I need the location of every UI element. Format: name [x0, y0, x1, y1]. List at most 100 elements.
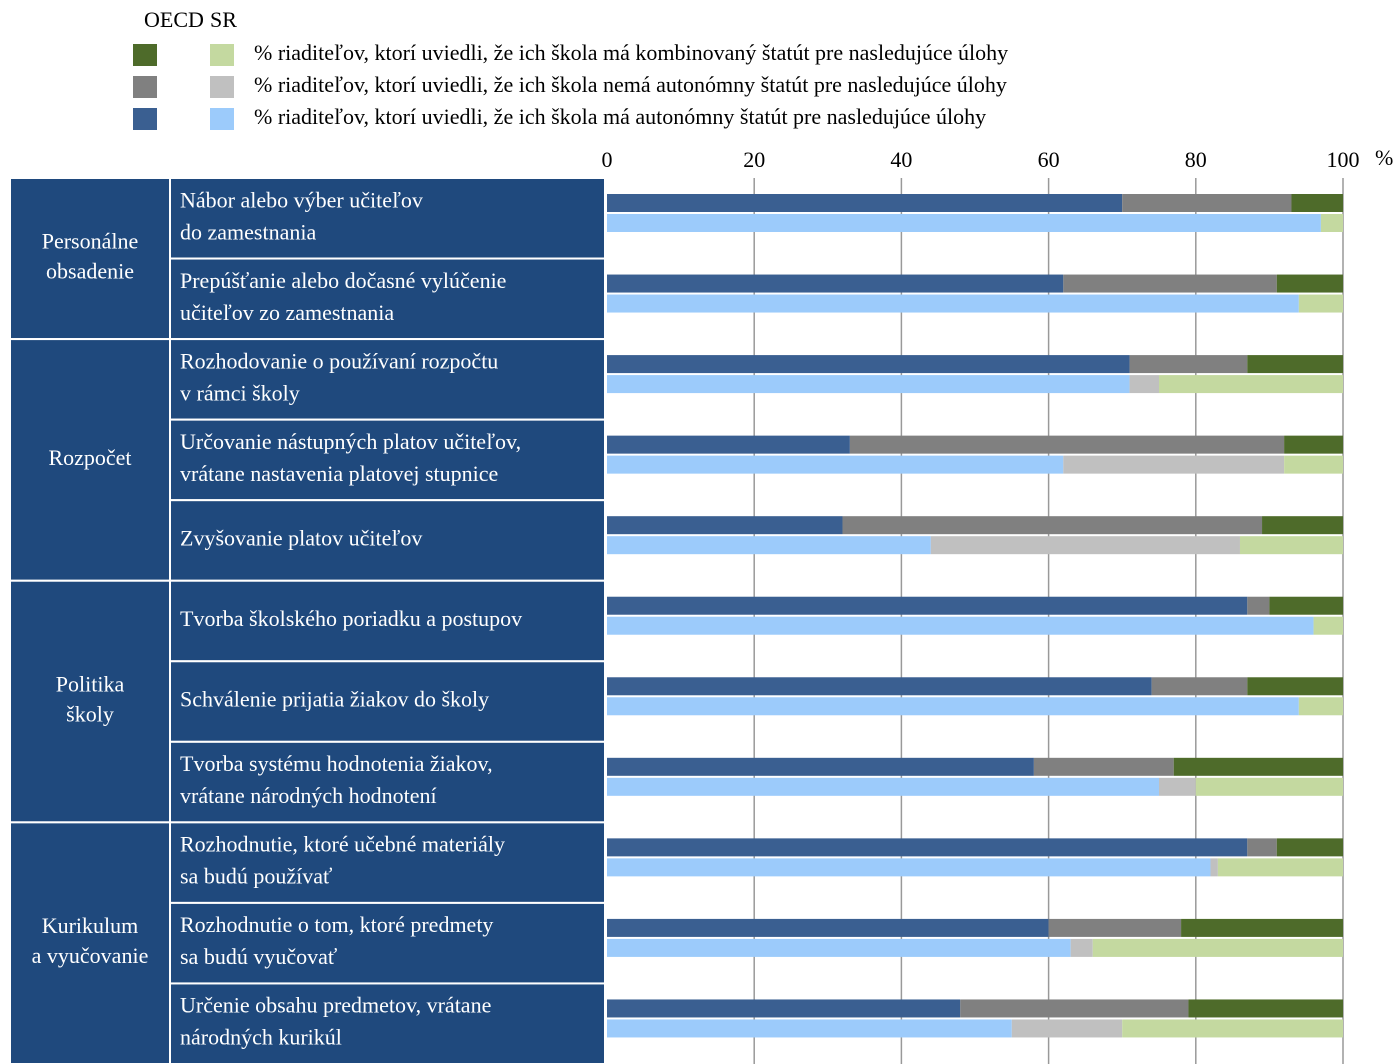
task-label: Schválenie prijatia žiakov do školy: [180, 687, 489, 712]
bar-segment: [607, 294, 1299, 313]
task-label-line: sa budú používať: [180, 864, 333, 889]
task-label-line: Schválenie prijatia žiakov do školy: [180, 687, 489, 712]
group-cell: [9, 821, 171, 1064]
task-label-line: vrátane nastavenia platovej stupnice: [180, 461, 498, 486]
group-cell: [9, 579, 171, 824]
bar-segment: [1247, 355, 1343, 374]
task-cell: [169, 257, 606, 341]
bar-segment: [1269, 596, 1343, 615]
group-label-line: a vyučovanie: [32, 943, 149, 968]
legend-swatch: [210, 76, 234, 98]
task-label: Rozhodovanie o používaní rozpočtu v rámci…: [180, 348, 498, 405]
bar-segment: [1276, 838, 1343, 857]
task-label: Prepúšťanie alebo dočasné vylúčenie učite…: [180, 268, 506, 325]
x-tick-label: 100: [1327, 147, 1360, 172]
legend-swatch: [133, 44, 157, 66]
legend-label: % riaditeľov, ktorí uviedli, že ich škol…: [254, 72, 1007, 97]
bar-segment: [607, 838, 1248, 857]
task-label-line: Určovanie nástupných platov učiteľov,: [180, 429, 521, 454]
task-cell: [169, 418, 606, 502]
bar-segment: [1181, 918, 1343, 937]
x-tick-label: 20: [743, 147, 765, 172]
bar-segment: [1129, 355, 1248, 374]
task-label: Určenie obsahu predmetov, vrátane národný…: [180, 993, 491, 1050]
bar-segment: [1195, 777, 1343, 796]
task-label-line: Tvorba systému hodnotenia žiakov,: [180, 751, 493, 776]
bar-segment: [1048, 918, 1182, 937]
task-label-line: Prepúšťanie alebo dočasné vylúčenie: [180, 268, 506, 293]
legend-header: OECD: [144, 7, 204, 32]
legend-label: % riaditeľov, ktorí uviedli, že ich škol…: [254, 104, 986, 129]
group-label: Personálne obsadenie: [42, 229, 139, 284]
bar-segment: [1151, 677, 1248, 696]
bar-segment: [607, 938, 1071, 957]
group-label-line: obsadenie: [46, 259, 134, 284]
bar-segment: [607, 194, 1123, 212]
bar-segment: [607, 858, 1211, 877]
bar-segment: [1262, 516, 1343, 535]
bar-segment: [607, 435, 850, 454]
group-label: Politika školy: [56, 672, 125, 727]
bar-segment: [607, 274, 1064, 293]
bar-segment: [1092, 938, 1343, 957]
task-label-line: Nábor alebo výber učiteľov: [180, 187, 423, 212]
bar-segment: [1159, 777, 1196, 796]
group-cell: [9, 177, 171, 341]
bar-segment: [930, 536, 1240, 555]
bar-segment: [1159, 375, 1343, 394]
legend-header: SR: [210, 7, 237, 32]
task-cell: [169, 177, 606, 260]
task-cell: [169, 982, 606, 1064]
task-label-line: Rozhodnutie, ktoré učebné materiály: [180, 832, 505, 857]
bar-segment: [1188, 999, 1343, 1018]
group-label: Rozpočet: [48, 445, 131, 470]
task-label-line: učiteľov zo zamestnania: [180, 300, 394, 325]
bar-segment: [607, 214, 1321, 232]
bar-segment: [1247, 677, 1343, 696]
bar-segment: [607, 375, 1130, 394]
group-label-line: Politika: [56, 672, 125, 697]
bar-segment: [1011, 1019, 1123, 1038]
bar-segment: [1122, 1019, 1343, 1038]
bar-segment: [1173, 757, 1343, 776]
bar-segment: [607, 616, 1314, 635]
legend-swatch: [210, 44, 234, 66]
bar-segment: [960, 999, 1189, 1018]
group-label-line: školy: [66, 702, 114, 727]
group-label-line: Kurikulum: [42, 913, 139, 938]
bar-segment: [607, 777, 1159, 796]
task-label: Určovanie nástupných platov učiteľov, vrá…: [180, 429, 521, 486]
bar-segment: [607, 596, 1248, 615]
group-label: Kurikulum a vyučovanie: [32, 913, 149, 968]
task-label-line: do zamestnania: [180, 219, 316, 244]
bar-segment: [607, 697, 1299, 716]
x-tick-label: 80: [1185, 147, 1207, 172]
task-label: Tvorba systému hodnotenia žiakov, vrátane…: [180, 751, 493, 808]
task-label-line: Rozhodovanie o používaní rozpočtu: [180, 348, 498, 373]
legend-swatch: [133, 108, 157, 130]
task-label-line: sa budú vyučovať: [180, 944, 338, 969]
bar-segment: [1284, 435, 1343, 454]
bar-segment: [1033, 757, 1174, 776]
task-cell: [169, 338, 606, 421]
group-cell: [9, 338, 171, 582]
legend-label: % riaditeľov, ktorí uviedli, že ich škol…: [254, 40, 1008, 65]
task-label-line: vrátane národných hodnotení: [180, 783, 437, 808]
bar-segment: [607, 918, 1049, 937]
x-tick-label: 0: [602, 147, 613, 172]
task-label-line: Zvyšovanie platov učiteľov: [180, 526, 422, 551]
bar-segment: [1291, 194, 1343, 212]
bar-segment: [1070, 938, 1093, 957]
bar-segment: [1063, 455, 1285, 474]
bar-segment: [1276, 274, 1343, 293]
bar-segment: [1320, 214, 1343, 232]
bar-segment: [1247, 838, 1277, 857]
task-label: Rozhodnutie o tom, ktoré predmety sa budú…: [180, 912, 493, 969]
bar-segment: [607, 677, 1152, 696]
task-cell: [169, 821, 606, 904]
bar-segment: [849, 435, 1285, 454]
bar-segment: [607, 1019, 1012, 1038]
bar-segment: [1129, 375, 1159, 394]
bar-segment: [607, 536, 931, 555]
bar-segment: [607, 355, 1130, 374]
